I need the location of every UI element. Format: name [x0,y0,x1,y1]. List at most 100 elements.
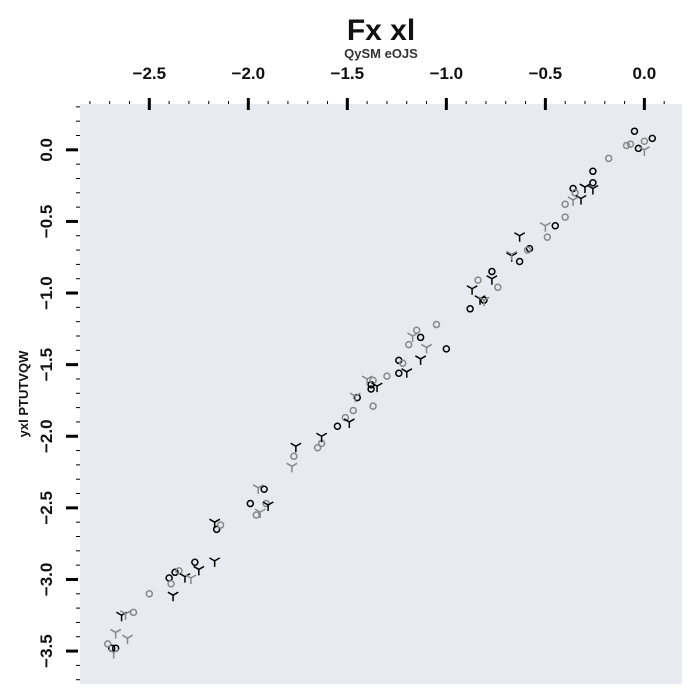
scatter-point [420,343,433,354]
scatter-point [626,140,635,148]
scatter-point [103,640,112,648]
scatter-point [145,590,154,598]
scatter-point [290,452,298,461]
scatter-point [254,508,266,519]
y-tick-label: −3.0 [37,563,56,597]
scatter-point [167,580,175,588]
chart-title: Fx xl [347,14,415,47]
y-tick-label: 0.0 [37,138,56,162]
scatter-point [551,221,560,230]
y-tick-label: −0.5 [37,205,56,239]
scatter-point [349,392,361,403]
scatter-point [246,499,255,508]
scatter-point [589,167,597,176]
scatter-point [313,443,322,452]
scatter-point [543,233,552,241]
y-tick-label: −2.0 [37,419,56,453]
scatter-point [407,332,419,342]
scatter-point [361,375,373,385]
scatter-point [260,485,268,493]
scatter-point [212,525,221,534]
scatter-point [110,628,122,639]
scatter-point [515,257,524,266]
scatter-point [108,648,120,659]
y-tick-label: −1.0 [37,276,56,310]
scatter-point [401,368,413,378]
data-points [103,127,657,659]
scatter-point [416,333,425,342]
scatter-point [383,372,391,380]
scatter-point [369,402,377,410]
scatter-point [341,413,350,422]
y-tick-label: −1.5 [37,348,56,382]
scatter-point [404,340,413,349]
x-axis: −2.5 −2.0 −1.5 −1.0 −0.5 0.0 [89,64,665,110]
x-tick-label: 0.0 [633,64,657,83]
scatter-point [119,610,132,620]
scatter-point [640,137,649,145]
scatter-point [561,200,569,208]
scatter-point [604,154,613,163]
scatter-point [478,296,490,307]
scatter-point [333,422,342,430]
scatter-point [514,232,526,242]
scatter-point [415,355,427,365]
scatter-point [175,567,183,575]
scatter-point [252,484,264,494]
scatter-point [638,146,650,156]
plot-area [80,104,682,684]
scatter-point [286,462,298,473]
x-tick-label: −2.0 [232,64,266,83]
x-tick-label: −1.5 [331,64,365,83]
scatter-point [561,213,569,221]
scatter-point [193,565,205,576]
scatter-point [121,634,134,645]
scatter-point [630,127,639,135]
scatter-point [539,222,551,232]
y-axis: 0.0 −0.5 −1.0 −1.5 −2.0 −2.5 −3.0 −3.5 [37,106,80,681]
scatter-point [466,305,474,313]
scatter-point [262,501,274,511]
scatter-point [575,194,587,205]
scatter-point [432,320,441,329]
scatter-point [486,275,498,285]
scatter-point [395,369,403,377]
scatter-point [191,558,199,567]
scatter-point [648,134,657,143]
scatter-point [567,196,579,206]
y-tick-label: −3.5 [37,634,56,668]
scatter-point [349,406,358,415]
scatter-point [442,345,451,353]
scatter-point [587,184,599,195]
y-axis-label: yxl PTUTVQW [16,350,31,437]
scatter-point [571,189,579,197]
scatter-point [209,557,221,567]
scatter-point [589,179,597,187]
scatter-point [343,418,355,428]
scatter-point [216,521,225,529]
x-tick-label: −1.0 [430,64,464,83]
scatter-point [371,382,383,393]
scatter-point [316,432,328,443]
scatter-point [367,385,375,393]
x-tick-label: −2.5 [133,64,167,83]
scatter-point [523,246,532,254]
scatter-point [290,442,302,453]
scatter-point [179,572,191,583]
scatter-point [185,574,197,585]
x-tick-label: −0.5 [529,64,563,83]
scatter-point [399,359,407,367]
scatter-point [209,518,221,529]
scatter-point [171,568,179,577]
x-axis-label: QySM eOJS [344,46,418,61]
scatter-point [494,283,502,292]
scatter-point [488,267,496,276]
scatter-point [167,591,179,602]
scatter-point [506,250,518,261]
scatter-point [129,608,138,617]
scatter-point [579,183,591,194]
scatter-point [466,285,478,295]
scatter-point [252,511,260,519]
y-tick-label: −2.5 [37,491,56,525]
